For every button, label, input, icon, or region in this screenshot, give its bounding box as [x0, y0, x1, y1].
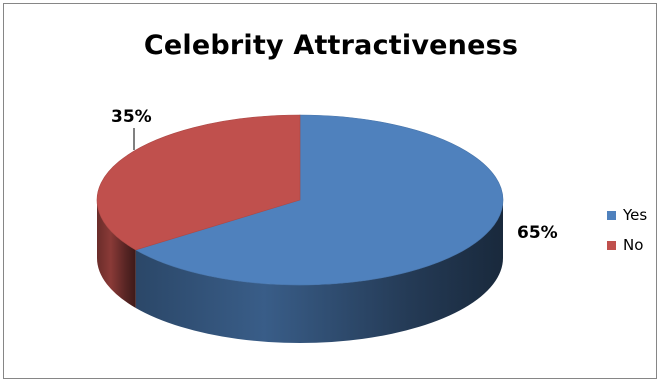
- chart-title: Celebrity Attractiveness: [143, 30, 519, 61]
- data-label-yes: 65%: [517, 223, 558, 243]
- legend-swatch-no: [607, 240, 616, 250]
- legend-item-no: No: [607, 230, 647, 260]
- pie-slice-yes: [135, 114, 504, 286]
- pie-slice-side-yes: [135, 200, 504, 343]
- data-label-no: 35%: [111, 107, 152, 127]
- legend-label-no: No: [623, 236, 644, 254]
- legend: Yes No: [607, 200, 647, 260]
- pie-slice-no: [96, 114, 301, 251]
- legend-label-yes: Yes: [623, 206, 648, 224]
- legend-swatch-yes: [607, 210, 616, 220]
- legend-item-yes: Yes: [607, 200, 647, 230]
- pie-slice-side-no: [97, 200, 136, 308]
